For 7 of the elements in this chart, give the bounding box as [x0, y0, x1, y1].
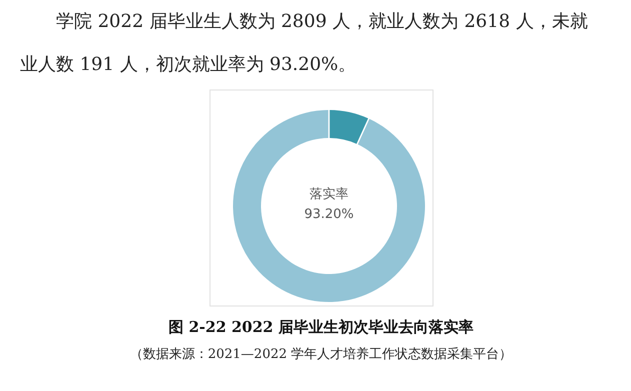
- donut-slice: [233, 110, 425, 302]
- text: 93.20%: [304, 207, 354, 222]
- text: 图 2-22 2022 届毕业生初次毕业去向落实率: [168, 318, 474, 336]
- text: 落实率: [310, 186, 348, 202]
- donut-slice: [330, 110, 368, 144]
- text: （数据来源：2021—2022 学年人才培养工作状态数据采集平台）: [130, 346, 512, 362]
- text: 学院 2022 届毕业生人数为 2809 人，就业人数为 2618 人，未就业人数 191 人，初次就业率为 93.20%。: [20, 11, 588, 75]
